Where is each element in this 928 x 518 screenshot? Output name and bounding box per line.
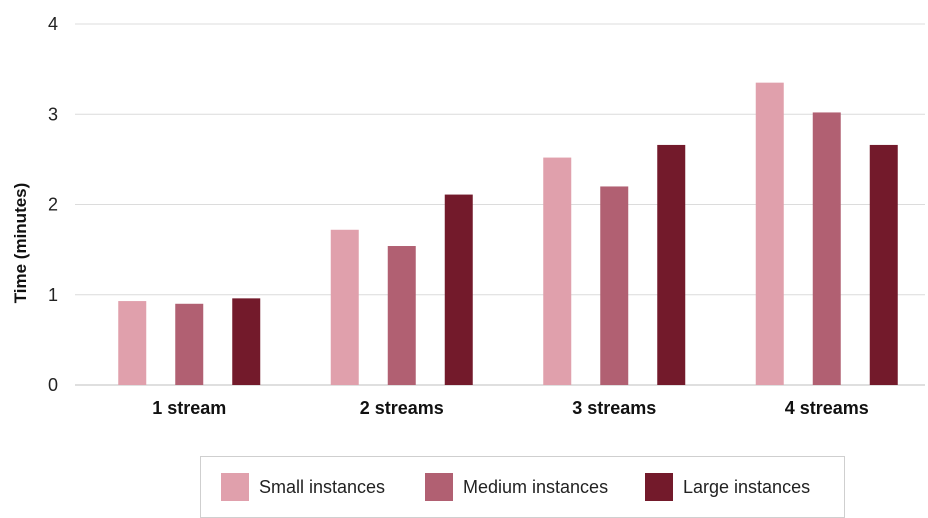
x-category-label: 4 streams <box>785 398 869 418</box>
legend-item-large: Large instances <box>645 473 810 501</box>
bar-large-4 <box>869 144 898 385</box>
bar-small-4 <box>755 82 784 385</box>
y-axis-title: Time (minutes) <box>11 183 30 304</box>
bar-large-1 <box>232 298 261 385</box>
bar-large-2 <box>444 194 473 385</box>
y-tick-label: 3 <box>48 104 58 124</box>
legend: Small instances Medium instances Large i… <box>200 456 845 518</box>
bar-small-3 <box>543 157 572 385</box>
x-category-label: 3 streams <box>572 398 656 418</box>
y-tick-label: 2 <box>48 195 58 215</box>
bar-small-2 <box>330 229 359 385</box>
legend-swatch-small <box>221 473 249 501</box>
y-tick-label: 0 <box>48 375 58 395</box>
x-category-label: 2 streams <box>360 398 444 418</box>
legend-item-medium: Medium instances <box>425 473 608 501</box>
bar-medium-1 <box>175 303 204 385</box>
legend-swatch-medium <box>425 473 453 501</box>
bar-medium-4 <box>812 112 841 385</box>
y-tick-label: 4 <box>48 14 58 34</box>
legend-label-large: Large instances <box>683 476 811 497</box>
y-axis-ticks: 0 1 2 3 4 <box>48 14 58 395</box>
y-tick-label: 1 <box>48 285 58 305</box>
x-category-label: 1 stream <box>152 398 226 418</box>
legend-swatch-large <box>645 473 673 501</box>
x-axis-categories: 1 stream 2 streams 3 streams 4 streams <box>152 398 869 418</box>
bar-medium-3 <box>600 186 629 385</box>
bars <box>118 82 898 385</box>
legend-label-small: Small instances <box>259 476 386 497</box>
bar-chart: 0 1 2 3 4 1 stream 2 streams 3 streams 4 stream… <box>11 14 925 418</box>
bar-large-3 <box>657 144 686 385</box>
bar-medium-2 <box>387 246 416 385</box>
bar-small-1 <box>118 301 147 385</box>
legend-item-small: Small instances <box>221 473 385 501</box>
legend-label-medium: Medium instances <box>463 476 609 497</box>
